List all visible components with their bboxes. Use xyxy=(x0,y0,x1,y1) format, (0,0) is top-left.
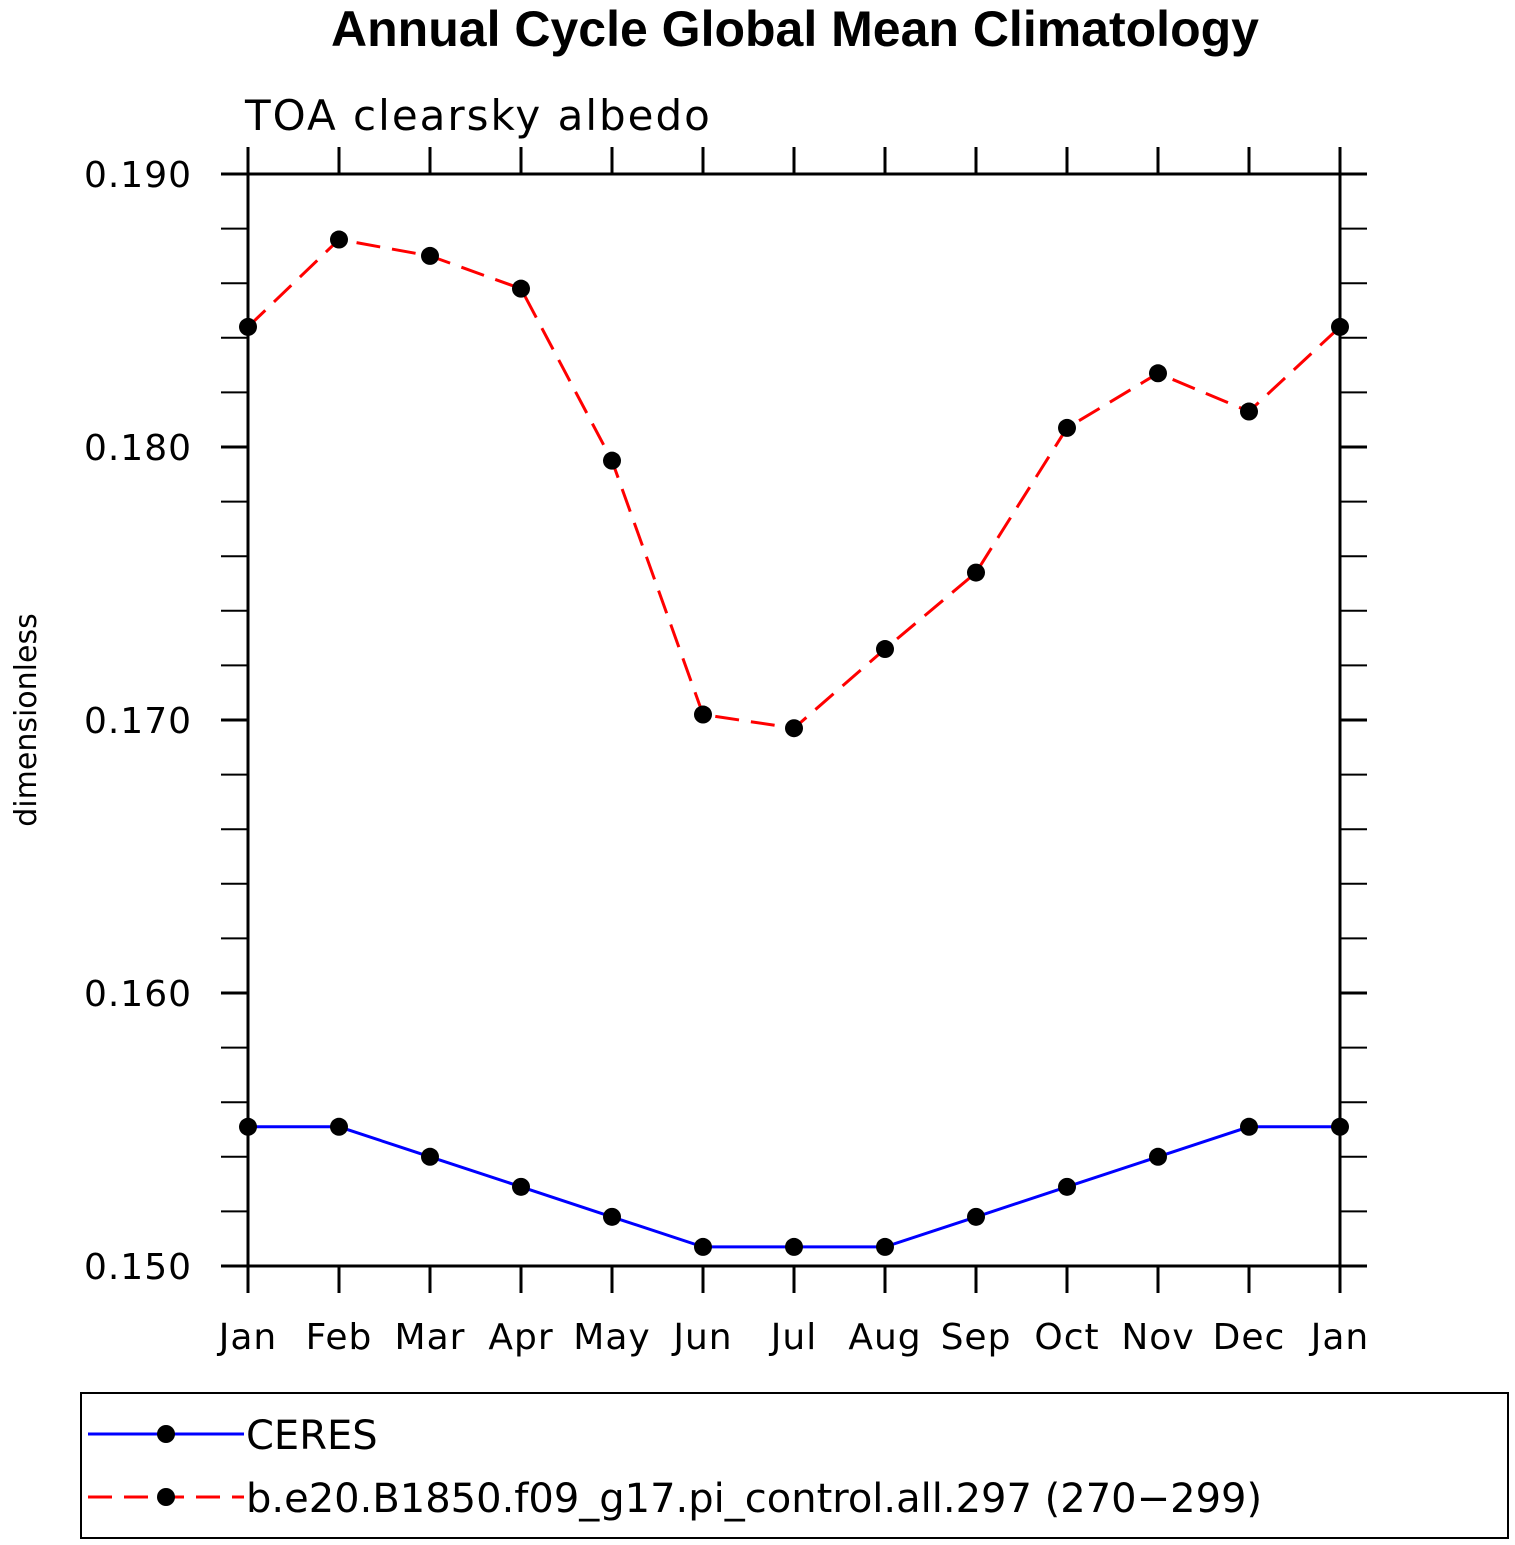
legend-label-ceres: CERES xyxy=(246,1413,378,1459)
chart-subtitle: TOA clearsky albedo xyxy=(244,91,712,140)
series-1-point xyxy=(512,279,530,298)
series-0-point xyxy=(1058,1177,1076,1196)
series-0-point xyxy=(512,1177,530,1196)
series-0-point xyxy=(694,1237,712,1256)
series-1-point xyxy=(1058,418,1076,437)
series-line-1 xyxy=(246,237,1342,730)
legend-marker-model xyxy=(157,1488,175,1506)
x-tick-label: May xyxy=(573,1317,650,1358)
series-1-point xyxy=(785,719,803,738)
series-0-point xyxy=(785,1237,803,1256)
y-tick-label: 0.150 xyxy=(84,1247,192,1288)
series-1-point xyxy=(1240,402,1258,421)
x-tick-label: Jul xyxy=(769,1317,817,1358)
legend-label-model: b.e20.B1850.f09_g17.pi_control.all.297 (… xyxy=(246,1476,1262,1522)
x-tick-label: Mar xyxy=(395,1317,466,1358)
x-tick-label: Sep xyxy=(941,1317,1012,1358)
x-tick-label: Oct xyxy=(1034,1317,1099,1358)
x-tick-label: Jan xyxy=(1309,1317,1370,1358)
series-0-point xyxy=(603,1207,621,1226)
y-tick-label: 0.190 xyxy=(84,155,192,196)
series-1-point xyxy=(1149,364,1167,383)
series-0-point xyxy=(876,1237,894,1256)
y-tick-label: 0.170 xyxy=(84,701,192,742)
x-tick-labels: Jan Feb Mar Apr May Jun Jul Aug Sep Oct Nov Dec Jan xyxy=(217,1317,1370,1358)
y-tick-label: 0.180 xyxy=(84,428,192,469)
series-1-point xyxy=(603,451,621,470)
y-axis-label: dimensionless xyxy=(9,613,44,826)
series-layer xyxy=(239,230,1349,1256)
series-1-point xyxy=(694,705,712,724)
series-0-point xyxy=(1149,1147,1167,1166)
series-0-point xyxy=(421,1147,439,1166)
legend: CERES b.e20.B1850.f09_g17.pi_control.all… xyxy=(80,1392,1509,1539)
series-0-point xyxy=(330,1117,348,1136)
legend-marker-ceres xyxy=(157,1425,175,1443)
legend-box xyxy=(80,1392,1509,1539)
y-tick-labels: 0.150 0.160 0.170 0.180 0.190 xyxy=(84,155,192,1288)
series-0-point xyxy=(1240,1117,1258,1136)
x-tick-label: Apr xyxy=(488,1317,553,1358)
tick-marks xyxy=(221,147,1367,1293)
series-0-point xyxy=(967,1207,985,1226)
series-1-point xyxy=(876,640,894,659)
series-1-point xyxy=(421,246,439,265)
series-1-point xyxy=(967,563,985,582)
plot-frame xyxy=(246,172,1342,1268)
series-1-point xyxy=(330,230,348,249)
x-tick-label: Dec xyxy=(1213,1317,1286,1358)
x-tick-label: Aug xyxy=(848,1317,921,1358)
chart-title: Annual Cycle Global Mean Climatology xyxy=(331,1,1259,57)
series-line-0 xyxy=(248,1125,1340,1249)
x-tick-label: Nov xyxy=(1121,1317,1194,1358)
x-tick-label: Jun xyxy=(671,1317,732,1358)
x-tick-label: Feb xyxy=(306,1317,373,1358)
y-tick-label: 0.160 xyxy=(84,974,192,1015)
x-tick-label: Jan xyxy=(217,1317,278,1358)
